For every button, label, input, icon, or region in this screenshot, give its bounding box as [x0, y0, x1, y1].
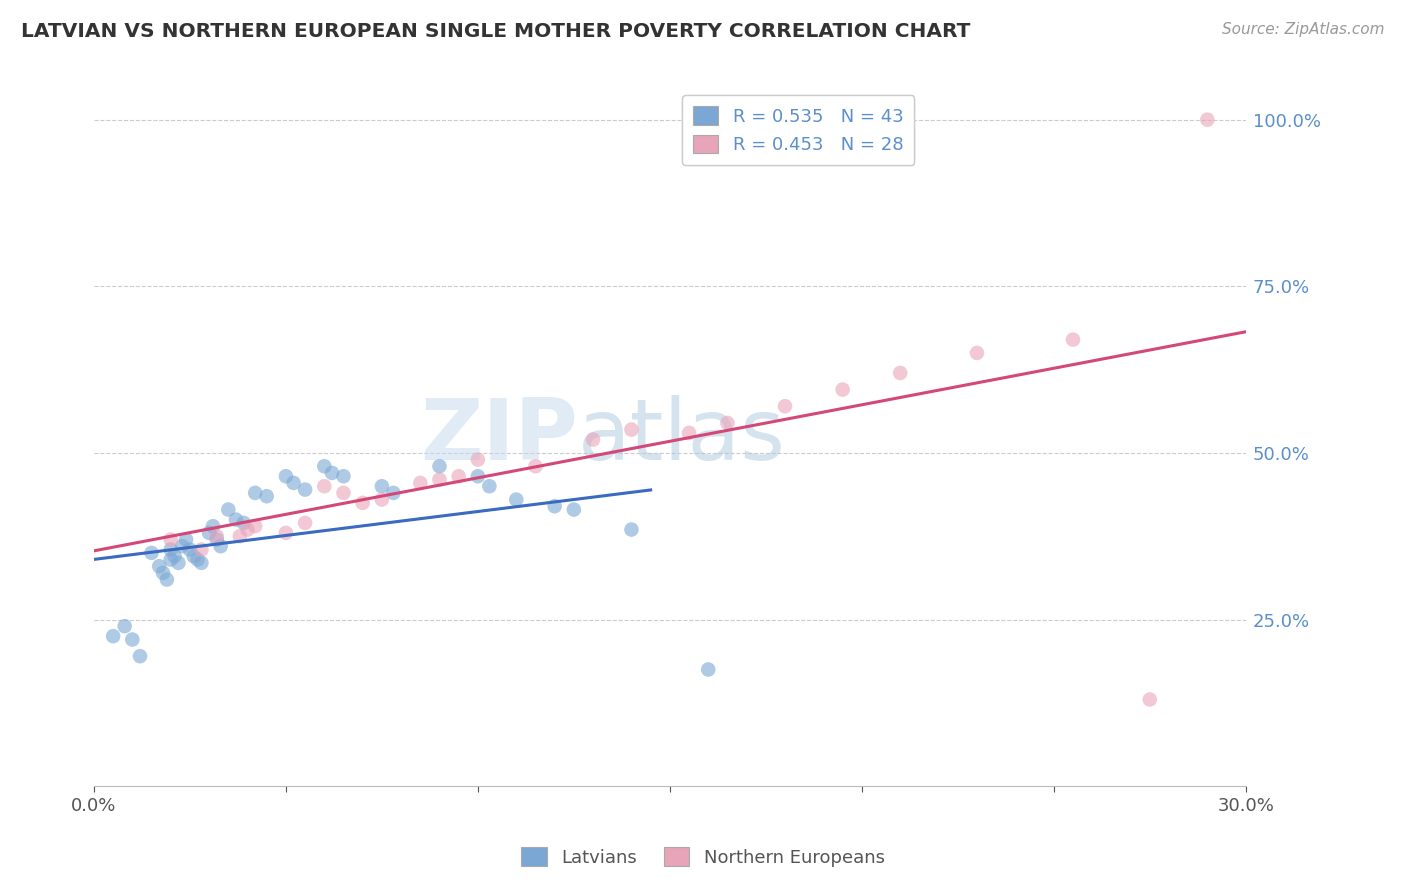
- Point: [217, 502, 239, 516]
- Point: [505, 492, 527, 507]
- Point: [478, 479, 501, 493]
- Point: [187, 552, 209, 566]
- Point: [274, 525, 297, 540]
- Point: [1197, 112, 1219, 127]
- Point: [159, 552, 181, 566]
- Point: [409, 475, 432, 490]
- Point: [314, 479, 336, 493]
- Point: [232, 516, 254, 530]
- Legend: R = 0.535   N = 43, R = 0.453   N = 28: R = 0.535 N = 43, R = 0.453 N = 28: [682, 95, 914, 165]
- Point: [966, 346, 988, 360]
- Text: LATVIAN VS NORTHERN EUROPEAN SINGLE MOTHER POVERTY CORRELATION CHART: LATVIAN VS NORTHERN EUROPEAN SINGLE MOTH…: [21, 22, 970, 41]
- Point: [190, 556, 212, 570]
- Point: [243, 486, 266, 500]
- Point: [179, 542, 201, 557]
- Point: [620, 423, 643, 437]
- Text: Source: ZipAtlas.com: Source: ZipAtlas.com: [1222, 22, 1385, 37]
- Point: [190, 542, 212, 557]
- Point: [889, 366, 911, 380]
- Point: [159, 542, 181, 557]
- Point: [256, 489, 278, 503]
- Point: [243, 519, 266, 533]
- Text: ZIP: ZIP: [420, 395, 578, 478]
- Point: [167, 556, 190, 570]
- Point: [314, 459, 336, 474]
- Point: [183, 549, 205, 564]
- Point: [371, 492, 394, 507]
- Point: [121, 632, 143, 647]
- Point: [172, 539, 194, 553]
- Point: [294, 516, 316, 530]
- Point: [148, 559, 170, 574]
- Point: [321, 466, 343, 480]
- Point: [209, 539, 232, 553]
- Point: [773, 399, 796, 413]
- Point: [1139, 692, 1161, 706]
- Point: [198, 525, 221, 540]
- Point: [205, 533, 228, 547]
- Legend: Latvians, Northern Europeans: Latvians, Northern Europeans: [515, 840, 891, 874]
- Point: [163, 549, 186, 564]
- Point: [1062, 333, 1084, 347]
- Point: [524, 459, 547, 474]
- Point: [620, 523, 643, 537]
- Point: [141, 546, 163, 560]
- Point: [274, 469, 297, 483]
- Point: [678, 425, 700, 440]
- Point: [371, 479, 394, 493]
- Point: [582, 433, 605, 447]
- Point: [332, 486, 354, 500]
- Point: [831, 383, 853, 397]
- Point: [205, 529, 228, 543]
- Point: [467, 469, 489, 483]
- Point: [236, 523, 259, 537]
- Point: [716, 416, 738, 430]
- Point: [129, 649, 152, 664]
- Point: [159, 533, 181, 547]
- Point: [174, 533, 197, 547]
- Point: [229, 529, 252, 543]
- Point: [562, 502, 585, 516]
- Point: [332, 469, 354, 483]
- Point: [447, 469, 470, 483]
- Point: [429, 473, 451, 487]
- Point: [467, 452, 489, 467]
- Point: [697, 663, 720, 677]
- Point: [382, 486, 405, 500]
- Point: [294, 483, 316, 497]
- Point: [156, 573, 179, 587]
- Point: [114, 619, 136, 633]
- Point: [201, 519, 224, 533]
- Point: [429, 459, 451, 474]
- Point: [101, 629, 124, 643]
- Text: atlas: atlas: [578, 395, 786, 478]
- Point: [543, 500, 565, 514]
- Point: [225, 512, 247, 526]
- Point: [152, 566, 174, 580]
- Point: [352, 496, 374, 510]
- Point: [283, 475, 305, 490]
